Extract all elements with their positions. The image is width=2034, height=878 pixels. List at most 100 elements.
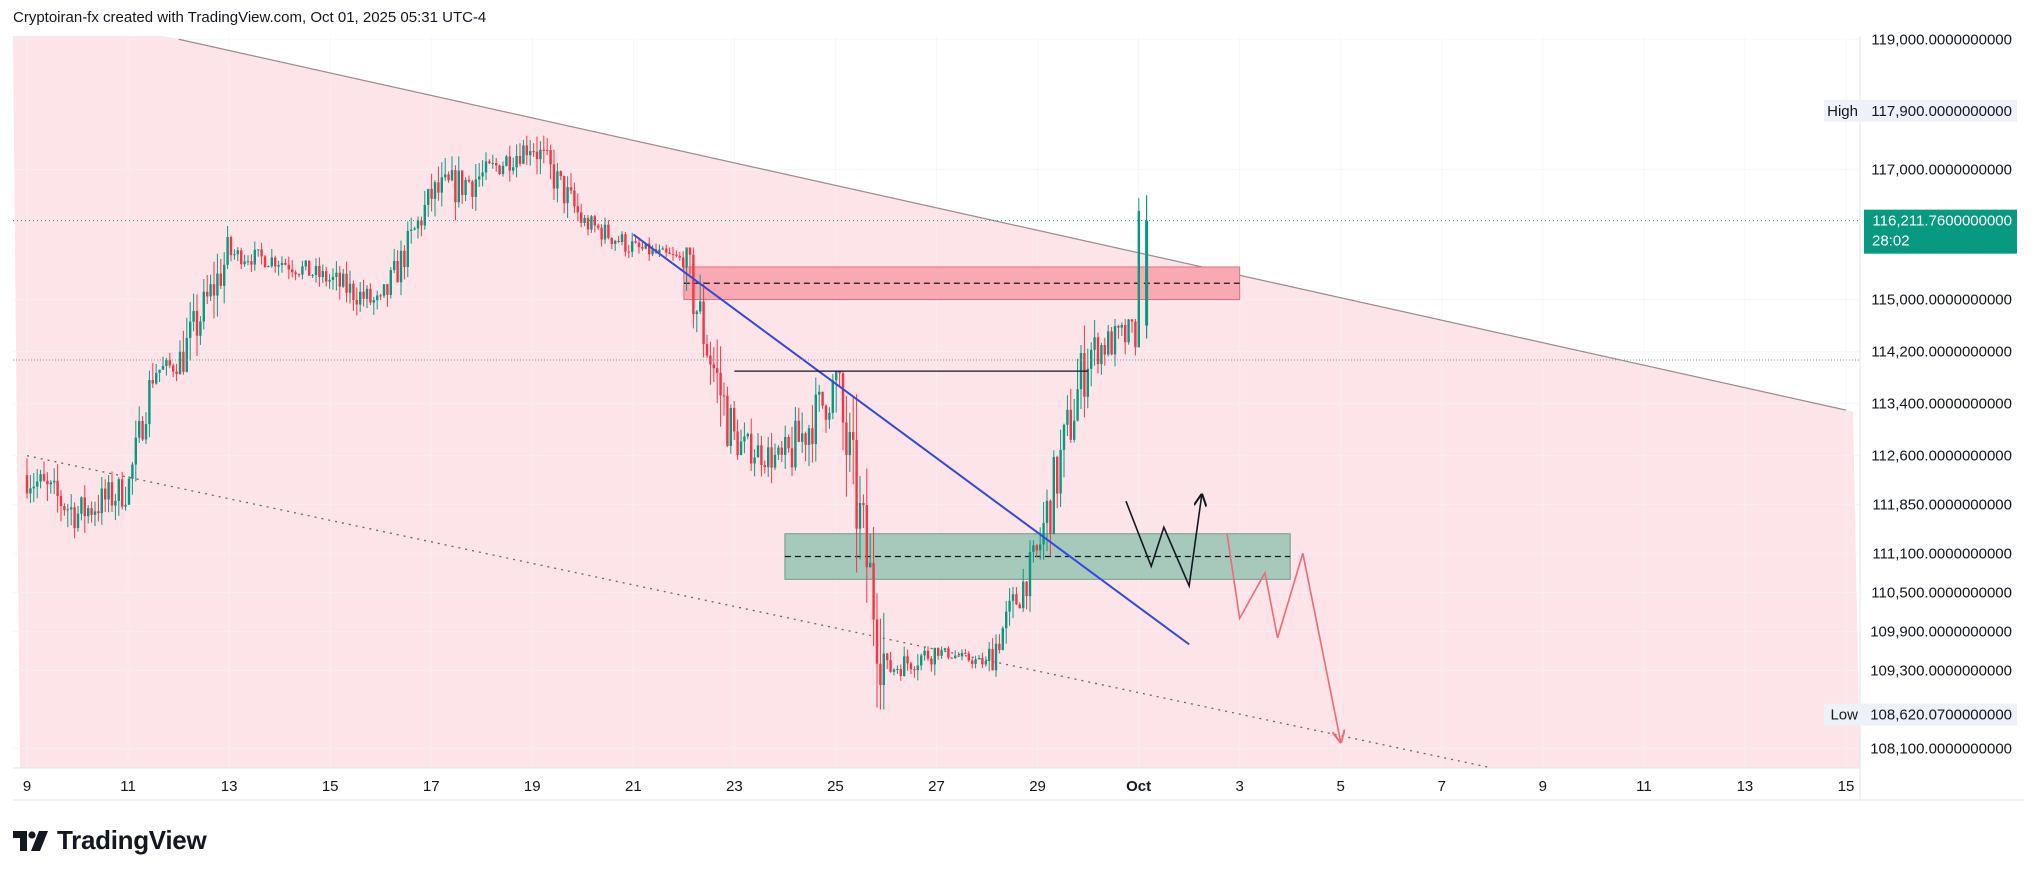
- candle-up[interactable]: [277, 265, 280, 267]
- bearish-projection-path[interactable]: [1226, 533, 1341, 742]
- candle-down[interactable]: [420, 220, 423, 226]
- candle-down[interactable]: [624, 234, 627, 252]
- drawings[interactable]: [13, 220, 1860, 742]
- candle-up[interactable]: [903, 656, 906, 677]
- candle-up[interactable]: [464, 179, 467, 195]
- candle-down[interactable]: [97, 511, 100, 514]
- candle-up[interactable]: [515, 155, 518, 168]
- candle-down[interactable]: [845, 422, 848, 456]
- candle-up[interactable]: [794, 420, 797, 468]
- candle-down[interactable]: [865, 505, 868, 568]
- candle-up[interactable]: [807, 428, 811, 445]
- candle-up[interactable]: [777, 447, 780, 455]
- candle-down[interactable]: [862, 503, 865, 506]
- candle-up[interactable]: [756, 445, 760, 458]
- candle-down[interactable]: [634, 241, 637, 243]
- candle-down[interactable]: [617, 240, 620, 242]
- candle-up[interactable]: [389, 270, 392, 295]
- candle-up[interactable]: [423, 204, 426, 226]
- candle-up[interactable]: [1039, 544, 1042, 551]
- candle-up[interactable]: [695, 311, 698, 315]
- candle-up[interactable]: [501, 165, 505, 175]
- candle-up[interactable]: [93, 511, 97, 515]
- candle-down[interactable]: [546, 150, 549, 152]
- candle-down[interactable]: [542, 149, 545, 151]
- candle-up[interactable]: [372, 300, 375, 303]
- candle-up[interactable]: [896, 669, 899, 671]
- candle-down[interactable]: [947, 648, 950, 658]
- candle-up[interactable]: [257, 249, 260, 251]
- candle-down[interactable]: [909, 663, 913, 670]
- candle-up[interactable]: [784, 437, 787, 455]
- candle-up[interactable]: [236, 250, 239, 255]
- candle-down[interactable]: [780, 447, 783, 455]
- candle-up[interactable]: [114, 500, 117, 506]
- candle-down[interactable]: [675, 254, 678, 256]
- candle-down[interactable]: [263, 256, 267, 268]
- candle-up[interactable]: [427, 188, 430, 205]
- candle-down[interactable]: [63, 506, 66, 511]
- candle-down[interactable]: [362, 291, 365, 299]
- candle-up[interactable]: [1045, 500, 1049, 524]
- candle-down[interactable]: [535, 151, 539, 160]
- candle-down[interactable]: [770, 447, 773, 468]
- candle-down[interactable]: [688, 247, 692, 255]
- candle-down[interactable]: [763, 465, 766, 468]
- candle-down[interactable]: [702, 301, 705, 345]
- candle-down[interactable]: [56, 480, 59, 497]
- candle-up[interactable]: [1073, 420, 1076, 440]
- candle-up[interactable]: [984, 660, 987, 665]
- candle-up[interactable]: [1086, 368, 1089, 397]
- candle-down[interactable]: [219, 273, 222, 286]
- candle-up[interactable]: [399, 250, 403, 283]
- candle-up[interactable]: [923, 650, 926, 656]
- candle-down[interactable]: [559, 171, 562, 177]
- candle-up[interactable]: [484, 161, 488, 173]
- candle-up[interactable]: [267, 266, 270, 268]
- candle-down[interactable]: [297, 274, 301, 276]
- candle-down[interactable]: [926, 650, 930, 659]
- candle-down[interactable]: [981, 657, 984, 665]
- candle-up[interactable]: [661, 248, 664, 250]
- candle-up[interactable]: [246, 261, 250, 263]
- candle-down[interactable]: [1083, 353, 1086, 397]
- candle-down[interactable]: [403, 250, 406, 268]
- candle-down[interactable]: [576, 206, 579, 213]
- candle-up[interactable]: [53, 480, 56, 483]
- candle-down[interactable]: [991, 648, 994, 671]
- candle-up[interactable]: [1066, 409, 1069, 425]
- candle-up[interactable]: [818, 391, 821, 395]
- candle-up[interactable]: [1022, 581, 1025, 609]
- candle-up[interactable]: [199, 321, 202, 336]
- candle-down[interactable]: [607, 224, 610, 238]
- candle-down[interactable]: [705, 344, 709, 356]
- candle-up[interactable]: [529, 151, 532, 156]
- candle-up[interactable]: [933, 647, 936, 665]
- candle-up[interactable]: [644, 243, 647, 249]
- candle-up[interactable]: [505, 156, 508, 166]
- candle-up[interactable]: [406, 230, 409, 268]
- candle-down[interactable]: [586, 217, 590, 230]
- candle-down[interactable]: [875, 619, 879, 664]
- candle-down[interactable]: [692, 254, 695, 315]
- candle-up[interactable]: [32, 486, 35, 489]
- candle-up[interactable]: [301, 266, 304, 275]
- candle-up[interactable]: [1032, 545, 1035, 552]
- candle-up[interactable]: [1127, 319, 1130, 343]
- candle-down[interactable]: [1130, 319, 1134, 322]
- candle-up[interactable]: [158, 369, 161, 373]
- candle-down[interactable]: [886, 653, 889, 661]
- candle-up[interactable]: [1100, 345, 1103, 365]
- candle-down[interactable]: [580, 212, 583, 223]
- candle-up[interactable]: [127, 478, 131, 505]
- candle-up[interactable]: [801, 433, 804, 442]
- candle-down[interactable]: [260, 249, 263, 257]
- candle-down[interactable]: [549, 150, 552, 165]
- candle-down[interactable]: [855, 439, 858, 529]
- candle-down[interactable]: [610, 237, 613, 244]
- candle-up[interactable]: [1059, 449, 1062, 494]
- candle-down[interactable]: [508, 156, 511, 171]
- candle-up[interactable]: [87, 508, 90, 517]
- candle-up[interactable]: [743, 436, 746, 442]
- candle-up[interactable]: [124, 504, 127, 507]
